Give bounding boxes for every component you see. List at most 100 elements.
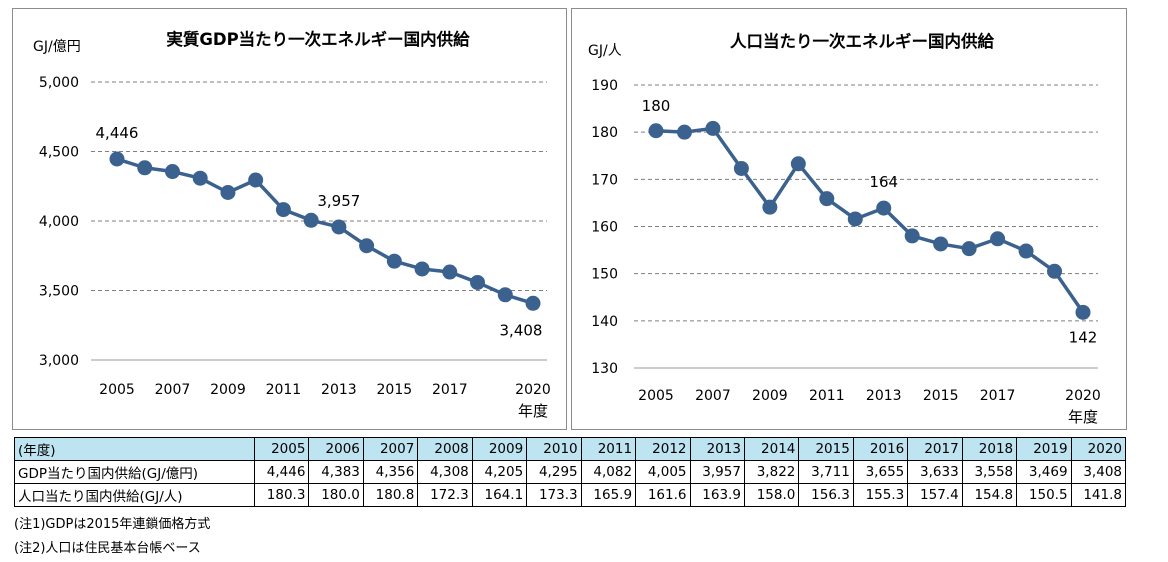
series-line bbox=[116, 157, 534, 305]
x-tick-label: 2005 bbox=[638, 388, 674, 404]
table-year-header: 2011 bbox=[580, 437, 637, 461]
table-header-row: (年度) 2005 2006 2007 2008 2009 2010 2011 2012 201… bbox=[14, 437, 1127, 461]
table-cell: 3,558 bbox=[961, 460, 1018, 484]
y-tick-label: 150 bbox=[591, 267, 618, 283]
gdp-chart-panel: 実質GDP当たり一次エネルギー国内供給 GJ/億円 3,000 3,500 4,000 4… bbox=[12, 8, 567, 430]
data-point bbox=[648, 123, 664, 139]
chart-title: 実質GDP当たり一次エネルギー国内供給 bbox=[166, 29, 470, 49]
data-label: 180 bbox=[642, 97, 671, 115]
table-cell: 161.6 bbox=[635, 483, 691, 507]
table-cell: 157.4 bbox=[907, 483, 963, 507]
data-point bbox=[275, 202, 291, 218]
data-point bbox=[876, 200, 892, 216]
data-point bbox=[470, 274, 486, 290]
y-tick-label: 170 bbox=[591, 172, 618, 188]
table-cell: 155.3 bbox=[852, 483, 909, 507]
population-chart: 人口当たり一次エネルギー国内供給 GJ/人 130 140 150 160 170 180 19… bbox=[588, 31, 1101, 426]
table-cell: 180.8 bbox=[362, 483, 419, 507]
table-year-header: 2005 bbox=[253, 437, 310, 461]
data-point bbox=[386, 253, 402, 269]
data-point bbox=[164, 164, 180, 180]
x-tick-label: 2009 bbox=[752, 388, 788, 404]
data-point bbox=[497, 287, 513, 303]
table-cell: 4,082 bbox=[580, 460, 637, 484]
table-row: GDP当たり国内供給(GJ/億円) 4,446 4,383 4,356 4,308 4,2… bbox=[14, 460, 1127, 484]
table-year-header: 2014 bbox=[743, 437, 800, 461]
table-cell: 154.8 bbox=[961, 483, 1018, 507]
table-cell: 3,711 bbox=[798, 460, 854, 484]
table-cell: 150.5 bbox=[1016, 483, 1072, 507]
data-label: 142 bbox=[1069, 328, 1098, 346]
table-row: 人口当たり国内供給(GJ/人) 180.3 180.0 180.8 172.3 164.1… bbox=[14, 483, 1127, 507]
x-tick-label: 2005 bbox=[99, 382, 135, 398]
data-point bbox=[847, 211, 863, 227]
data-point bbox=[442, 264, 458, 280]
data-point bbox=[1018, 243, 1034, 259]
data-point bbox=[1047, 263, 1063, 279]
table-header-label: (年度) bbox=[14, 437, 255, 461]
table-cell: 4,205 bbox=[471, 460, 528, 484]
y-tick-label: 3,000 bbox=[39, 353, 79, 369]
x-tick-label: 2015 bbox=[377, 382, 413, 398]
table-cell: 180.0 bbox=[308, 483, 364, 507]
y-axis-unit: GJ/億円 bbox=[33, 39, 81, 55]
data-point bbox=[109, 151, 125, 167]
y-tick-label: 4,000 bbox=[39, 214, 79, 230]
table-year-header: 2019 bbox=[1016, 437, 1072, 461]
table-cell: 172.3 bbox=[417, 483, 473, 507]
table-year-header: 2007 bbox=[362, 437, 419, 461]
table-cell: 163.9 bbox=[689, 483, 745, 507]
table-cell: 3,655 bbox=[852, 460, 909, 484]
table-cell: 3,822 bbox=[743, 460, 800, 484]
data-label: 4,446 bbox=[96, 124, 139, 142]
x-tick-label: 2013 bbox=[321, 382, 357, 398]
note-1: (注1)GDPは2015年連鎖価格方式 bbox=[14, 517, 211, 532]
population-chart-panel: 人口当たり一次エネルギー国内供給 GJ/人 130 140 150 160 170 180 19… bbox=[571, 8, 1127, 430]
table-cell: 3,957 bbox=[689, 460, 745, 484]
table-year-header: 2013 bbox=[689, 437, 745, 461]
data-label: 3,957 bbox=[317, 192, 360, 210]
data-point bbox=[733, 160, 749, 176]
data-point bbox=[790, 156, 806, 172]
data-point bbox=[762, 199, 778, 215]
table-year-header: 2008 bbox=[417, 437, 473, 461]
x-tick-label: 2015 bbox=[923, 388, 959, 404]
table-year-header: 2009 bbox=[471, 437, 528, 461]
table-cell: 165.9 bbox=[580, 483, 637, 507]
table-cell: 164.1 bbox=[471, 483, 528, 507]
table-cell: 3,633 bbox=[907, 460, 963, 484]
table-cell: 3,469 bbox=[1016, 460, 1072, 484]
chart-title: 人口当たり一次エネルギー国内供給 bbox=[730, 31, 995, 51]
table-cell: 158.0 bbox=[743, 483, 800, 507]
table-cell: 173.3 bbox=[526, 483, 582, 507]
y-tick-label: 3,500 bbox=[39, 284, 79, 300]
table-year-header: 2020 bbox=[1070, 437, 1127, 461]
table-cell: 141.8 bbox=[1070, 483, 1127, 507]
data-label: 3,408 bbox=[500, 321, 543, 339]
x-tick-label: 2007 bbox=[155, 382, 191, 398]
table-cell: 4,005 bbox=[635, 460, 691, 484]
x-tick-label: 2013 bbox=[866, 388, 902, 404]
table-cell: 180.3 bbox=[253, 483, 310, 507]
y-tick-label: 160 bbox=[591, 220, 618, 236]
table-cell: 4,295 bbox=[526, 460, 582, 484]
y-tick-label: 190 bbox=[591, 78, 618, 94]
data-point bbox=[414, 261, 430, 277]
y-tick-label: 180 bbox=[591, 125, 618, 141]
data-point bbox=[705, 120, 721, 136]
x-tick-label: 2009 bbox=[210, 382, 246, 398]
data-point bbox=[990, 231, 1006, 247]
data-point bbox=[331, 219, 347, 235]
x-tick-label: 2020 bbox=[1065, 388, 1101, 404]
data-point bbox=[137, 160, 153, 176]
x-tick-label: 2007 bbox=[695, 388, 731, 404]
x-tick-label: 2011 bbox=[266, 382, 302, 398]
data-point bbox=[359, 238, 375, 254]
data-point bbox=[303, 212, 319, 228]
table-year-header: 2017 bbox=[907, 437, 963, 461]
data-point bbox=[904, 228, 920, 244]
data-point bbox=[961, 241, 977, 257]
table-year-header: 2016 bbox=[852, 437, 909, 461]
y-axis-unit: GJ/人 bbox=[588, 43, 622, 59]
table-year-header: 2015 bbox=[798, 437, 854, 461]
